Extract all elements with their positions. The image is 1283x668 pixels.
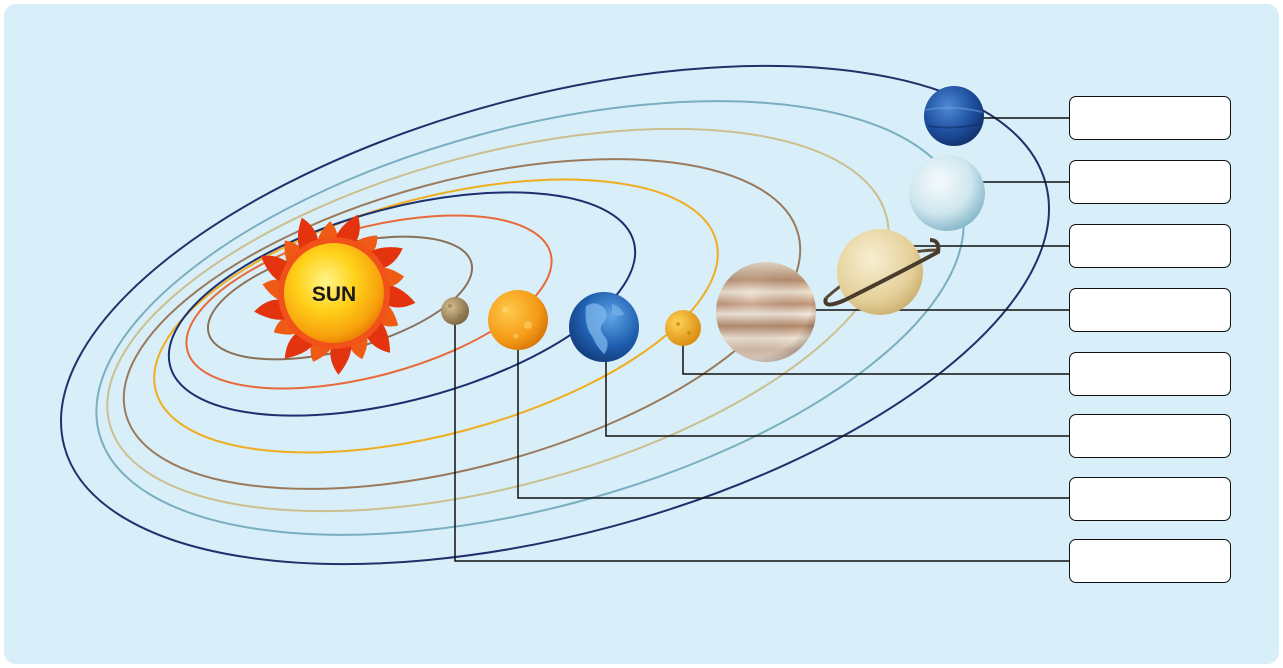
mars-icon (665, 310, 701, 346)
label-box-saturn[interactable] (1069, 224, 1231, 268)
jupiter-icon (716, 262, 816, 362)
planets (441, 86, 985, 362)
sun: SUN (254, 214, 416, 375)
label-box-mercury[interactable] (1069, 539, 1231, 583)
orbit-earth (167, 191, 637, 417)
sun-icon (284, 243, 384, 343)
mercury-icon (441, 297, 469, 325)
earth-icon (569, 292, 639, 362)
label-box-jupiter[interactable] (1069, 288, 1231, 332)
venus-icon (488, 290, 548, 350)
label-box-venus[interactable] (1069, 477, 1231, 521)
diagram-background (4, 4, 1279, 664)
saturn-icon (823, 229, 941, 315)
label-box-uranus[interactable] (1069, 160, 1231, 204)
uranus-icon (909, 155, 985, 231)
label-box-earth[interactable] (1069, 414, 1231, 458)
sun-label: SUN (312, 283, 356, 306)
orbit-saturn (106, 127, 890, 513)
leader-line-earth (605, 354, 1069, 437)
leader-line-mercury (454, 318, 1069, 562)
orbit-mars (153, 178, 719, 454)
leader-line-mars (682, 344, 1069, 375)
neptune-icon (924, 86, 984, 146)
orbit-jupiter (122, 158, 802, 490)
leader-lines (454, 117, 1069, 562)
label-box-mars[interactable] (1069, 352, 1231, 396)
leader-line-venus (517, 344, 1069, 499)
label-box-neptune[interactable] (1069, 96, 1231, 140)
orbit-neptune (60, 64, 1050, 566)
